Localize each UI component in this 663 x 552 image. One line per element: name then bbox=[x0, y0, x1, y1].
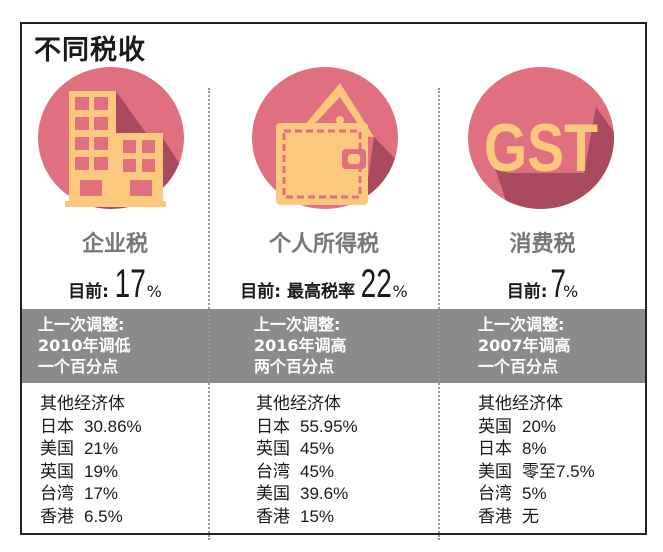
building-icon bbox=[38, 67, 184, 209]
country: 日本 bbox=[256, 416, 290, 436]
adjustment-band bbox=[22, 309, 645, 383]
value: 5% bbox=[522, 484, 547, 503]
country: 台湾 bbox=[478, 484, 512, 503]
wallet-icon bbox=[252, 67, 398, 209]
adjust-line: 一个百分点 bbox=[38, 357, 119, 376]
value: 20% bbox=[522, 416, 557, 436]
list-item: 美国 21% bbox=[40, 438, 142, 461]
value: 8% bbox=[522, 439, 547, 458]
list-item: 香港 15% bbox=[256, 506, 358, 529]
current-rate: 目前: 最高税率 22% bbox=[210, 262, 438, 307]
column-consumption-tax: GST 消费税 目前: 7% 上一次调整: 2007年调高 一个百分点 其他经济… bbox=[440, 0, 645, 552]
rate-unit: % bbox=[146, 282, 162, 301]
current-rate: 目前: 17% bbox=[22, 262, 208, 307]
value: 55.95% bbox=[300, 416, 358, 436]
divider bbox=[208, 88, 210, 540]
country: 香港 bbox=[256, 506, 290, 526]
list-title: 其他经济体 bbox=[256, 394, 341, 413]
list-item: 日本 8% bbox=[478, 438, 595, 461]
column-corporate-tax: 企业税 目前: 17% 上一次调整: 2010年调低 一个百分点 其他经济体 日… bbox=[22, 0, 208, 552]
rate-unit: % bbox=[562, 282, 579, 301]
list-item: 美国 39.6% bbox=[256, 483, 358, 506]
page-title: 不同税收 bbox=[34, 35, 146, 66]
rate-value: 17 bbox=[114, 262, 146, 306]
tax-name: 企业税 bbox=[81, 232, 148, 257]
value: 15% bbox=[300, 506, 335, 526]
list-item: 香港无 bbox=[478, 506, 595, 529]
adjust-line: 2007年调高 bbox=[478, 336, 571, 355]
value: 45% bbox=[300, 439, 335, 458]
country: 日本 bbox=[478, 439, 512, 458]
tax-name: 消费税 bbox=[509, 232, 576, 257]
adjust-line: 2010年调低 bbox=[38, 336, 131, 355]
other-economies-list: 其他经济体 日本 30.86% 美国 21% 英国 19% 台湾 17% 香港 6.5% bbox=[40, 393, 142, 528]
list-item: 美国 零至7.5% bbox=[478, 461, 595, 484]
country: 美国 bbox=[256, 484, 290, 503]
list-item: 台湾 5% bbox=[478, 483, 595, 506]
adjust-line: 一个百分点 bbox=[478, 357, 559, 376]
rate-label: 目前: 最高税率 bbox=[240, 282, 355, 302]
value: 45% bbox=[300, 461, 335, 481]
country: 英国 bbox=[478, 416, 512, 436]
last-adjustment: 上一次调整: 2010年调低 一个百分点 bbox=[38, 314, 131, 377]
rate-label: 目前: bbox=[506, 282, 548, 302]
value: 30.86% bbox=[84, 416, 142, 436]
column-personal-income-tax: 个人所得税 目前: 最高税率 22% 上一次调整: 2016年调高 两个百分点 … bbox=[210, 0, 438, 552]
adjust-line: 两个百分点 bbox=[254, 357, 335, 376]
rate-value: 7 bbox=[550, 262, 566, 306]
tax-name: 个人所得税 bbox=[268, 232, 379, 257]
value: 无 bbox=[522, 506, 539, 526]
rate-unit: % bbox=[392, 282, 408, 301]
list-item: 英国 20% bbox=[478, 416, 595, 439]
list-item: 香港 6.5% bbox=[40, 506, 142, 529]
value: 39.6% bbox=[300, 484, 349, 503]
list-title: 其他经济体 bbox=[40, 394, 125, 413]
list-title: 其他经济体 bbox=[478, 394, 563, 413]
rate-value: 22 bbox=[360, 262, 392, 306]
rate-label: 目前: bbox=[68, 282, 109, 302]
other-economies-list: 其他经济体 英国 20% 日本 8% 美国 零至7.5% 台湾 5% 香港无 bbox=[478, 393, 595, 528]
list-item: 英国 19% bbox=[40, 461, 142, 484]
country: 香港 bbox=[478, 506, 512, 526]
list-item: 英国 45% bbox=[256, 438, 358, 461]
country: 英国 bbox=[40, 461, 74, 481]
gst-icon: GST bbox=[468, 67, 614, 209]
country: 香港 bbox=[40, 506, 74, 526]
country: 日本 bbox=[40, 416, 74, 436]
value: 17% bbox=[84, 484, 119, 503]
list-item: 日本 30.86% bbox=[40, 416, 142, 439]
adjust-line: 上一次调整: bbox=[38, 315, 125, 334]
current-rate: 目前: 7% bbox=[440, 262, 645, 307]
value: 21% bbox=[84, 439, 119, 458]
gst-text: GST bbox=[484, 110, 598, 186]
value: 6.5% bbox=[84, 506, 123, 526]
other-economies-list: 其他经济体 日本 55.95% 英国 45% 台湾 45% 美国 39.6% 香港 15% bbox=[256, 393, 358, 528]
last-adjustment: 上一次调整: 2007年调高 一个百分点 bbox=[478, 314, 571, 377]
value: 19% bbox=[84, 461, 119, 481]
value: 零至7.5% bbox=[522, 461, 595, 481]
adjust-line: 上一次调整: bbox=[478, 315, 565, 334]
adjust-line: 2016年调高 bbox=[254, 336, 347, 355]
country: 美国 bbox=[478, 461, 512, 481]
country: 美国 bbox=[40, 439, 74, 458]
divider bbox=[438, 88, 440, 540]
adjust-line: 上一次调整: bbox=[254, 315, 341, 334]
list-item: 台湾 45% bbox=[256, 461, 358, 484]
list-item: 台湾 17% bbox=[40, 483, 142, 506]
country: 台湾 bbox=[40, 484, 74, 503]
last-adjustment: 上一次调整: 2016年调高 两个百分点 bbox=[254, 314, 347, 377]
country: 台湾 bbox=[256, 461, 290, 481]
country: 英国 bbox=[256, 439, 290, 458]
infographic-frame bbox=[20, 22, 647, 535]
list-item: 日本 55.95% bbox=[256, 416, 358, 439]
